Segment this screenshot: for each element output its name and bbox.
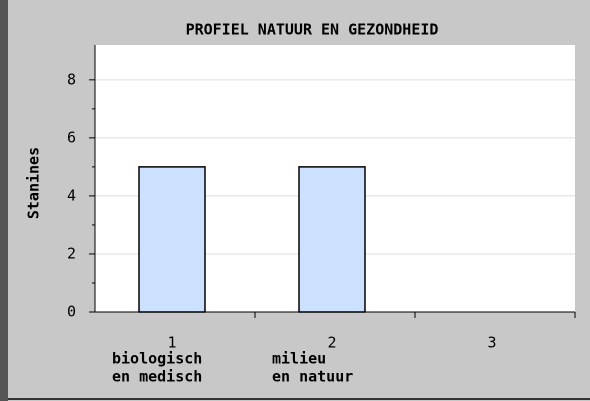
y-tick-label: 0 bbox=[67, 303, 76, 321]
category-description: en natuur bbox=[272, 368, 353, 386]
y-tick-label: 2 bbox=[67, 244, 76, 262]
left-strip bbox=[0, 0, 8, 401]
x-tick-label: 1 bbox=[167, 334, 176, 352]
x-tick-label: 3 bbox=[487, 334, 496, 352]
y-axis-label: Stanines bbox=[25, 147, 43, 219]
chart-title: PROFIEL NATUUR EN GEZONDHEID bbox=[186, 21, 439, 39]
bar bbox=[298, 166, 366, 313]
y-tick-label: 4 bbox=[67, 186, 76, 204]
category-description: milieu bbox=[272, 350, 326, 368]
category-description: biologisch bbox=[112, 350, 202, 368]
x-tick-label: 2 bbox=[327, 334, 336, 352]
bar bbox=[138, 166, 206, 313]
y-tick-label: 8 bbox=[67, 70, 76, 88]
y-tick-label: 6 bbox=[67, 128, 76, 146]
category-description: en medisch bbox=[112, 368, 202, 386]
